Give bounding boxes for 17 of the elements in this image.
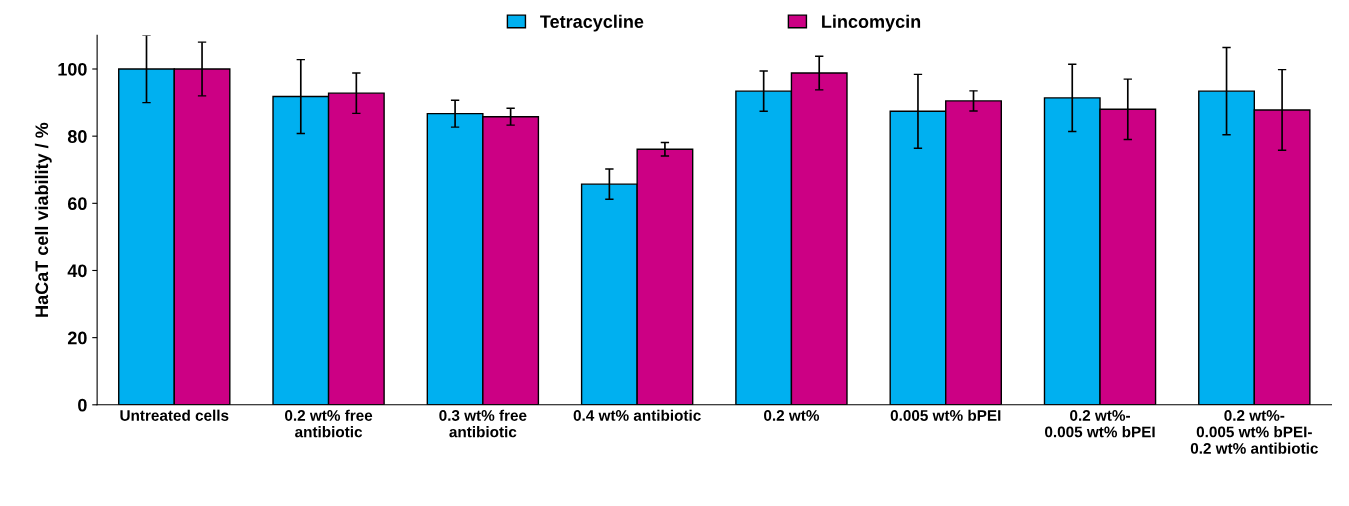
x-tick-label: Untreated cells bbox=[120, 409, 229, 421]
y-tick-label: 80 bbox=[67, 130, 87, 143]
x-tick-label: 0.2 wt%- 0.005 wt% bPEI- 0.2 wt% antibiotic bbox=[1190, 410, 1318, 454]
y-tick-label: 20 bbox=[67, 331, 87, 345]
y-tick-label: 100 bbox=[58, 62, 87, 76]
y-tick-label: 60 bbox=[67, 197, 87, 211]
x-tick-label: 0.2 wt%- 0.005 wt% bPEI bbox=[1045, 410, 1155, 438]
x-tick-label: 0.4 wt% antibiotic bbox=[573, 409, 701, 421]
x-tick-label: 0.3 wt% free antibiotic bbox=[439, 409, 527, 438]
legend-label: Lincomycin bbox=[822, 14, 921, 32]
y-axis-title: HaCaT cell viability / % bbox=[34, 122, 52, 317]
x-tick-label: 0.2 wt% free antibiotic bbox=[285, 409, 373, 438]
legend-label: Tetracycline bbox=[540, 14, 644, 32]
x-tick-label: 0.2 wt% bbox=[764, 410, 820, 421]
x-tick-label: 0.005 wt% bPEI bbox=[890, 409, 1001, 421]
y-tick-label: 0 bbox=[78, 398, 87, 412]
y-tick-label: 40 bbox=[67, 264, 87, 278]
